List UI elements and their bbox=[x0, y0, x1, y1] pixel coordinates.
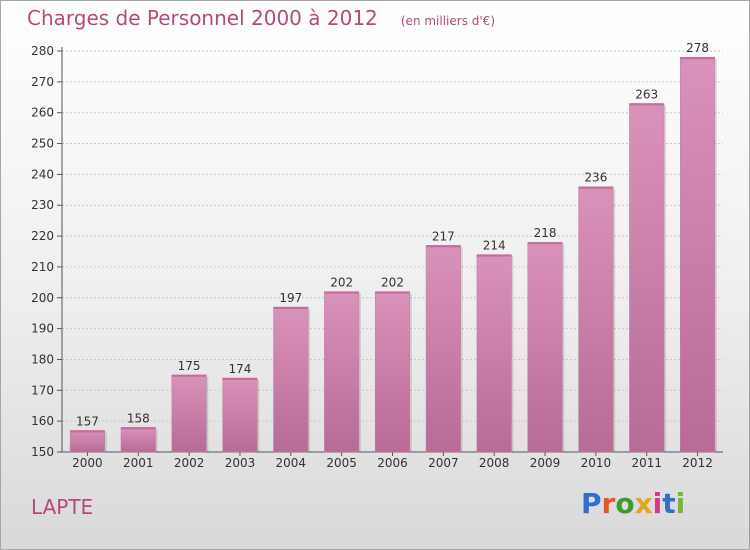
bar-value-label: 236 bbox=[584, 171, 607, 185]
bar-top bbox=[70, 430, 105, 433]
bar-top bbox=[324, 291, 359, 294]
x-tick-label: 2007 bbox=[428, 456, 459, 470]
chart-header: Charges de Personnel 2000 à 2012 (en mil… bbox=[27, 6, 495, 30]
bar bbox=[629, 103, 665, 453]
logo-letter: x bbox=[634, 487, 653, 520]
x-tick-label: 2009 bbox=[530, 456, 561, 470]
x-tick-label: 2004 bbox=[276, 456, 307, 470]
y-tick-label: 280 bbox=[31, 44, 54, 58]
x-tick-label: 2006 bbox=[377, 456, 408, 470]
bar-top bbox=[476, 254, 512, 257]
bar-top bbox=[527, 242, 563, 245]
bar-value-label: 197 bbox=[279, 291, 302, 305]
bar-layer bbox=[69, 56, 717, 453]
chart-unit: (en milliers d'€) bbox=[400, 14, 495, 28]
bar-value-label: 174 bbox=[229, 362, 252, 376]
bar bbox=[425, 245, 461, 453]
bar-top bbox=[273, 307, 309, 310]
label-layer: 157 158 175 174 197 202 202 217 214 218 236 263 278 bbox=[76, 41, 709, 428]
axis-layer: 150 160 170 180 190 200 210 220 230 240 250 260 270 2… bbox=[31, 44, 723, 470]
chart-title: Charges de Personnel 2000 à 2012 bbox=[27, 6, 378, 30]
y-tick-label: 230 bbox=[31, 198, 54, 212]
x-tick-label: 2001 bbox=[123, 456, 154, 470]
bar bbox=[527, 241, 563, 453]
y-tick-label: 220 bbox=[31, 229, 54, 243]
bar-value-label: 214 bbox=[483, 239, 506, 253]
bar bbox=[171, 374, 207, 453]
logo-letter: t bbox=[662, 487, 676, 520]
y-tick-label: 210 bbox=[31, 260, 54, 274]
bar bbox=[680, 56, 716, 453]
bar-value-label: 202 bbox=[381, 276, 404, 290]
bar bbox=[476, 254, 512, 453]
x-tick-label: 2000 bbox=[72, 456, 103, 470]
y-tick-label: 190 bbox=[31, 322, 54, 336]
y-tick-label: 160 bbox=[31, 414, 54, 428]
logo-letter: o bbox=[615, 487, 635, 520]
bar-value-label: 263 bbox=[635, 87, 658, 101]
y-tick-label: 170 bbox=[31, 383, 54, 397]
bar-value-label: 278 bbox=[686, 41, 709, 55]
bar-top bbox=[680, 57, 715, 60]
bar bbox=[374, 291, 411, 453]
proxiti-logo[interactable]: Proxiti bbox=[581, 487, 685, 520]
x-tick-label: 2011 bbox=[631, 456, 662, 470]
bar-top bbox=[120, 427, 156, 430]
bar-value-label: 175 bbox=[178, 359, 201, 373]
bar-value-label: 218 bbox=[534, 226, 557, 240]
x-tick-label: 2008 bbox=[479, 456, 510, 470]
logo-letter: i bbox=[675, 487, 686, 520]
x-tick-label: 2012 bbox=[682, 456, 713, 470]
bar-top bbox=[629, 103, 665, 106]
y-tick-label: 250 bbox=[31, 137, 54, 151]
bar-value-label: 158 bbox=[127, 411, 150, 425]
bar bbox=[222, 377, 258, 453]
logo-letter: r bbox=[601, 487, 616, 520]
y-tick-label: 240 bbox=[31, 167, 54, 181]
x-tick-label: 2005 bbox=[326, 456, 357, 470]
logo-letter: i bbox=[652, 487, 663, 520]
y-tick-label: 260 bbox=[31, 106, 54, 120]
y-tick-label: 150 bbox=[31, 445, 54, 459]
bar-value-label: 157 bbox=[76, 414, 99, 428]
y-tick-label: 200 bbox=[31, 291, 54, 305]
x-tick-label: 2010 bbox=[581, 456, 612, 470]
bar-top bbox=[375, 291, 410, 294]
logo-letter: P bbox=[581, 487, 602, 520]
bar bbox=[273, 306, 309, 453]
bar bbox=[120, 427, 156, 453]
y-tick-label: 180 bbox=[31, 352, 54, 366]
bar bbox=[324, 291, 360, 453]
bar-top bbox=[426, 245, 461, 248]
bar-top bbox=[222, 377, 258, 380]
bar-top bbox=[578, 186, 614, 189]
bar-value-label: 217 bbox=[432, 229, 455, 243]
commune-name: LAPTE bbox=[31, 495, 94, 519]
y-tick-label: 270 bbox=[31, 75, 54, 89]
bar bbox=[69, 430, 105, 453]
x-tick-label: 2003 bbox=[225, 456, 256, 470]
bar-value-label: 202 bbox=[330, 276, 353, 290]
bar-top bbox=[171, 374, 207, 377]
bar bbox=[578, 186, 614, 453]
x-tick-label: 2002 bbox=[174, 456, 205, 470]
